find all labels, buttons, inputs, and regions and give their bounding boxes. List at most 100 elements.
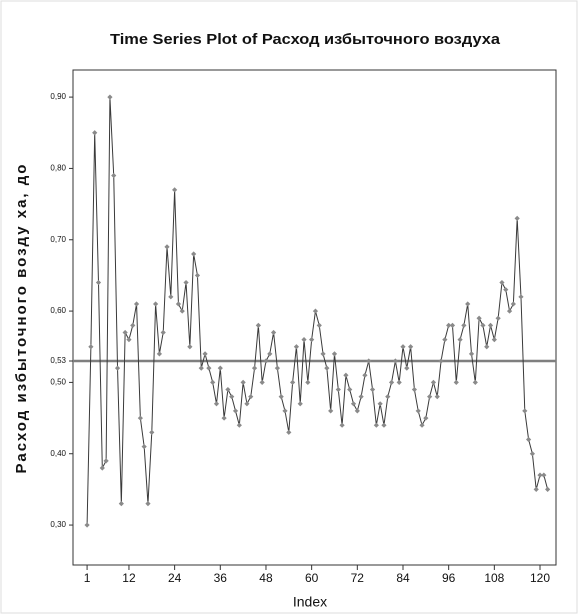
data-point xyxy=(274,365,280,371)
data-point xyxy=(358,394,364,400)
data-point xyxy=(172,187,178,193)
data-point xyxy=(427,394,433,400)
data-point xyxy=(449,322,456,328)
data-point xyxy=(506,308,513,314)
data-point xyxy=(107,94,113,100)
data-point xyxy=(324,365,330,371)
x-tick-label: 72 xyxy=(351,571,365,585)
x-tick-label: 48 xyxy=(259,571,273,585)
data-point xyxy=(130,322,136,328)
y-tick-label: 0,40 xyxy=(50,449,66,458)
data-point xyxy=(430,379,437,386)
data-point xyxy=(328,408,334,414)
y-tick-label: 0,60 xyxy=(50,306,66,315)
y-tick-label: 0,53 xyxy=(50,356,66,365)
data-point xyxy=(137,415,143,421)
data-point xyxy=(491,337,497,343)
data-point xyxy=(244,401,250,407)
data-point xyxy=(438,358,444,364)
data-point xyxy=(480,322,486,328)
data-point xyxy=(377,401,383,407)
data-point xyxy=(99,465,105,471)
x-tick-label: 96 xyxy=(442,571,456,585)
data-point xyxy=(282,408,288,414)
y-tick-label: 0,30 xyxy=(50,520,66,529)
data-point xyxy=(484,344,490,350)
x-tick-label: 24 xyxy=(168,571,182,585)
data-point xyxy=(404,365,410,371)
data-point xyxy=(442,337,448,343)
y-tick-label: 0,70 xyxy=(50,235,66,244)
data-point xyxy=(335,386,341,393)
data-point xyxy=(267,351,273,357)
data-point xyxy=(248,394,254,400)
data-point xyxy=(145,501,151,507)
data-point xyxy=(213,401,220,407)
data-point xyxy=(350,401,357,407)
data-point xyxy=(297,401,303,407)
data-point xyxy=(354,408,360,414)
y-tick-label: 0,50 xyxy=(50,378,66,387)
data-point xyxy=(545,486,551,492)
data-point xyxy=(415,408,421,414)
data-point xyxy=(499,279,505,286)
x-tick-label: 84 xyxy=(396,571,410,585)
data-point xyxy=(461,322,467,328)
data-point xyxy=(487,322,494,328)
data-point xyxy=(103,458,109,464)
data-point xyxy=(468,351,475,357)
data-point xyxy=(229,394,235,400)
data-point xyxy=(385,394,391,400)
data-point xyxy=(92,130,98,136)
data-point xyxy=(305,379,311,386)
x-tick-label: 1 xyxy=(84,571,91,585)
data-point xyxy=(316,322,322,328)
data-point xyxy=(362,372,368,378)
data-point xyxy=(236,422,242,428)
data-point xyxy=(312,308,319,314)
data-point xyxy=(168,294,174,300)
data-point xyxy=(141,443,147,450)
data-point xyxy=(194,272,201,279)
data-point xyxy=(152,301,159,307)
data-point xyxy=(446,322,452,328)
data-point xyxy=(309,337,315,343)
y-tick-label: 0,90 xyxy=(50,92,66,101)
data-point xyxy=(206,365,212,371)
data-point xyxy=(225,386,231,393)
data-point xyxy=(472,379,478,386)
data-point xyxy=(400,344,406,350)
data-point xyxy=(343,372,349,378)
data-point xyxy=(476,315,482,321)
x-axis-label: Index xyxy=(293,594,327,610)
data-point xyxy=(453,379,459,386)
data-point xyxy=(114,365,121,371)
data-point xyxy=(156,351,162,357)
data-point xyxy=(457,337,463,343)
data-point xyxy=(339,422,345,428)
data-point xyxy=(187,344,193,350)
data-point xyxy=(133,301,140,307)
data-point xyxy=(366,358,372,364)
data-point xyxy=(347,386,353,393)
data-point xyxy=(84,522,90,528)
data-point xyxy=(240,379,246,386)
data-point xyxy=(232,408,239,414)
data-point xyxy=(541,472,547,478)
data-point xyxy=(529,451,536,457)
data-point xyxy=(183,279,189,286)
data-point xyxy=(510,301,516,307)
data-point xyxy=(111,172,117,179)
data-point xyxy=(160,329,166,336)
data-point xyxy=(293,344,300,350)
data-point xyxy=(210,379,216,386)
data-point xyxy=(514,215,520,221)
chart-title: Time Series Plot of Расход избыточного в… xyxy=(110,31,501,48)
data-point xyxy=(278,394,284,400)
y-tick-label: 0,80 xyxy=(50,164,66,173)
data-point xyxy=(423,415,429,421)
data-point xyxy=(95,279,102,286)
data-point xyxy=(522,408,528,414)
